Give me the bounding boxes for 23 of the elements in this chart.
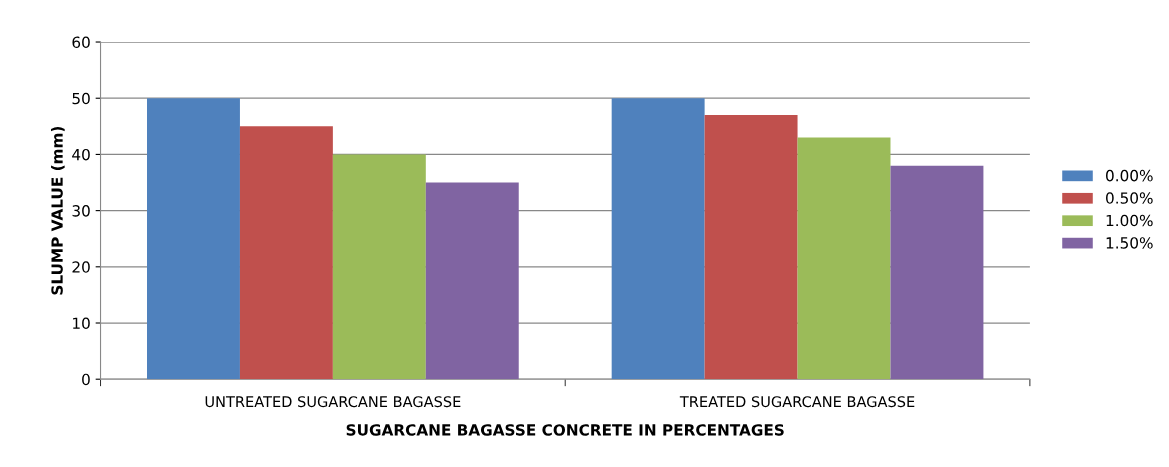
x-tick-label: UNTREATED SUGARCANE BAGASSE [205,396,461,408]
bar [425,182,519,380]
y-tick-label: 20 [72,261,90,273]
y-tick-label: 0 [82,373,90,386]
y-axis-title: SLUMP VALUE (mm) [51,126,65,295]
legend-label: 0.50% [1106,192,1153,204]
y-tick-label: 50 [72,92,90,105]
bar [797,137,891,380]
y-tick-label: 60 [72,36,90,49]
x-tick-label: TREATED SUGARCANE BAGASSE [679,396,915,408]
bar [239,126,333,380]
legend-label: 1.50% [1106,237,1153,249]
y-tick-label: 40 [72,148,90,161]
x-axis-title: SUGARCANE BAGASSE CONCRETE IN PERCENTAGES [346,424,784,436]
y-tick-label: 10 [73,317,90,330]
bar [611,98,705,380]
bar [890,165,984,380]
bar [147,98,240,380]
bar [332,154,426,380]
y-tick-label: 30 [72,205,90,217]
legend-label: 1.00% [1106,214,1153,227]
legend-label: 0.00% [1106,169,1153,182]
bar [704,115,798,380]
